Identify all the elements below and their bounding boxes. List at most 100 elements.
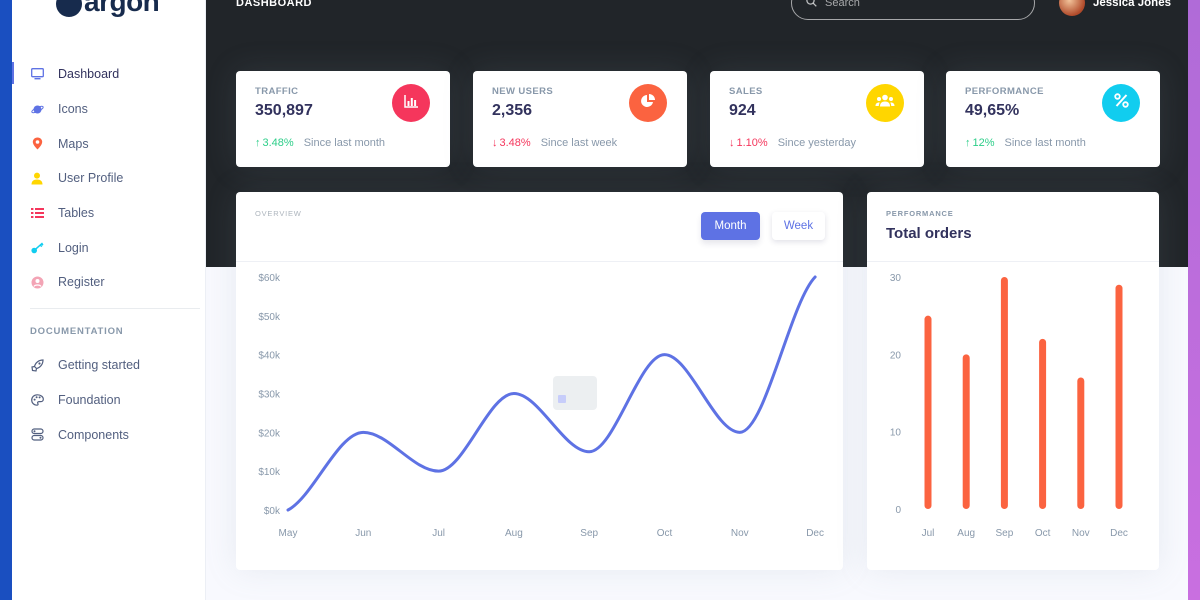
search-input[interactable] <box>825 0 1005 9</box>
x-tick-label: Dec <box>806 528 824 539</box>
y-tick-label: $50k <box>258 312 281 323</box>
chart-bar-icon <box>403 94 419 113</box>
user-name[interactable]: Jessica Jones <box>1093 0 1172 9</box>
stat-percent: 12% <box>972 137 995 149</box>
stat-icon-circle <box>1102 84 1140 122</box>
stat-value: 2,356 <box>492 102 533 119</box>
percent-icon <box>1113 93 1129 113</box>
stat-icon-circle <box>629 84 667 122</box>
x-tick-label: Oct <box>657 528 673 539</box>
right-window-edge <box>1188 0 1200 600</box>
sidebar-item-getting-started[interactable]: Getting started <box>12 348 206 383</box>
y-tick-label: $60k <box>258 273 281 284</box>
x-tick-label: Aug <box>505 528 523 539</box>
sidebar-item-icons[interactable]: Icons <box>12 92 206 127</box>
logo-mark-icon <box>56 0 82 17</box>
sidebar-item-register[interactable]: Register <box>12 265 206 300</box>
x-tick-label: Jul <box>922 528 935 539</box>
y-tick-label: 10 <box>890 428 902 439</box>
sidebar-item-label: Maps <box>58 136 89 151</box>
x-tick-label: Nov <box>1072 528 1090 539</box>
spaceship-icon <box>30 358 44 372</box>
arrow-down-icon: ↓ <box>729 137 735 149</box>
sidebar-item-foundation[interactable]: Foundation <box>12 383 206 418</box>
chart-bar[interactable] <box>1077 377 1085 509</box>
x-tick-label: Sep <box>580 528 598 539</box>
chart-series-line <box>286 275 817 512</box>
ui-elements-icon <box>30 428 44 442</box>
stat-footer: ↑ 3.48% Since last month <box>255 137 385 149</box>
stat-card-performance: PERFORMANCE 49,65% ↑ 12% Since last mont… <box>946 71 1160 167</box>
sidebar-item-label: Icons <box>58 102 88 117</box>
sidebar-item-label: Components <box>58 427 129 442</box>
y-tick-label: $20k <box>258 428 281 439</box>
users-icon <box>875 94 895 112</box>
sidebar-item-label: User Profile <box>58 171 124 186</box>
stat-footer: ↑ 12% Since last month <box>965 137 1086 149</box>
sidebar-item-maps[interactable]: Maps <box>12 126 206 161</box>
chart-bar[interactable] <box>962 354 970 509</box>
sidebar-item-label: Dashboard <box>58 67 120 82</box>
chart-bar[interactable] <box>924 315 932 509</box>
orders-bar-chart[interactable]: 0 10 20 30 Jul Aug Sep Oct Nov Dec <box>867 262 1159 562</box>
y-tick-label: 0 <box>895 505 901 516</box>
sidebar-item-label: Foundation <box>58 393 121 408</box>
x-tick-label: Jun <box>355 528 371 539</box>
sidebar-nav: Dashboard Icons Maps User Profile Tables… <box>12 57 206 300</box>
logo-text: argon <box>84 0 160 17</box>
y-tick-label: $30k <box>258 390 281 401</box>
arrow-up-icon: ↑ <box>965 137 971 149</box>
y-tick-label: $0k <box>264 506 281 517</box>
sidebar-item-login[interactable]: Login <box>12 230 206 265</box>
stat-footer: ↓ 1.10% Since yesterday <box>729 137 856 149</box>
card-divider <box>867 261 1159 262</box>
stat-card-new-users: NEW USERS 2,356 ↓ 3.48% Since last week <box>473 71 687 167</box>
stat-value: 49,65% <box>965 102 1020 119</box>
stat-percent: 3.48% <box>262 137 294 149</box>
tv-icon <box>30 67 44 81</box>
sales-line-chart[interactable]: $0k $10k $20k $30k $40k $50k $60k May Jun Jul Aug… <box>236 262 843 562</box>
key-icon <box>30 241 44 255</box>
user-menu[interactable]: Jessica Jones <box>1059 0 1171 16</box>
sidebar-item-tables[interactable]: Tables <box>12 196 206 231</box>
stat-since: Since yesterday <box>777 137 856 149</box>
chart-tooltip <box>553 376 597 410</box>
stat-percent: 3.48% <box>499 137 531 149</box>
sidebar-item-dashboard[interactable]: Dashboard <box>12 57 206 92</box>
avatar[interactable] <box>1059 0 1085 16</box>
arrow-up-icon: ↑ <box>255 137 261 149</box>
page-title[interactable]: DASHBOARD <box>236 0 312 9</box>
sidebar-item-label: Getting started <box>58 358 140 373</box>
performance-title: Total orders <box>886 225 972 242</box>
stat-value: 350,897 <box>255 102 313 119</box>
sidebar-item-label: Login <box>58 240 89 255</box>
performance-label: PERFORMANCE <box>886 209 954 218</box>
x-tick-label: Jul <box>432 528 445 539</box>
stat-footer: ↓ 3.48% Since last week <box>492 137 617 149</box>
y-tick-label: $10k <box>258 467 281 478</box>
active-indicator <box>12 62 14 84</box>
search-box[interactable] <box>791 0 1035 20</box>
sidebar-item-user-profile[interactable]: User Profile <box>12 161 206 196</box>
stat-since: Since last month <box>303 137 386 149</box>
sidebar: argon Dashboard Icons Maps User Profile … <box>12 0 206 600</box>
chart-bar[interactable] <box>1115 284 1123 509</box>
x-tick-label: Dec <box>1110 528 1128 539</box>
x-tick-label: May <box>279 528 298 539</box>
y-tick-label: 30 <box>890 273 902 284</box>
stat-icon-circle <box>392 84 430 122</box>
month-button[interactable]: Month <box>701 212 760 240</box>
stat-percent: 1.10% <box>736 137 768 149</box>
stat-since: Since last week <box>540 137 618 149</box>
sidebar-item-components[interactable]: Components <box>12 417 206 452</box>
stat-value: 924 <box>729 102 756 119</box>
x-tick-label: Sep <box>996 528 1014 539</box>
chart-bar[interactable] <box>1000 277 1008 509</box>
logo[interactable]: argon <box>56 0 160 18</box>
x-tick-label: Aug <box>957 528 975 539</box>
week-button[interactable]: Week <box>772 212 825 240</box>
stat-label: TRAFFIC <box>255 86 299 97</box>
chart-bar[interactable] <box>1039 338 1047 509</box>
x-tick-label: Nov <box>731 528 749 539</box>
overview-card: OVERVIEW Month Week $0k $10k $20k $30k $40k $… <box>236 192 843 570</box>
